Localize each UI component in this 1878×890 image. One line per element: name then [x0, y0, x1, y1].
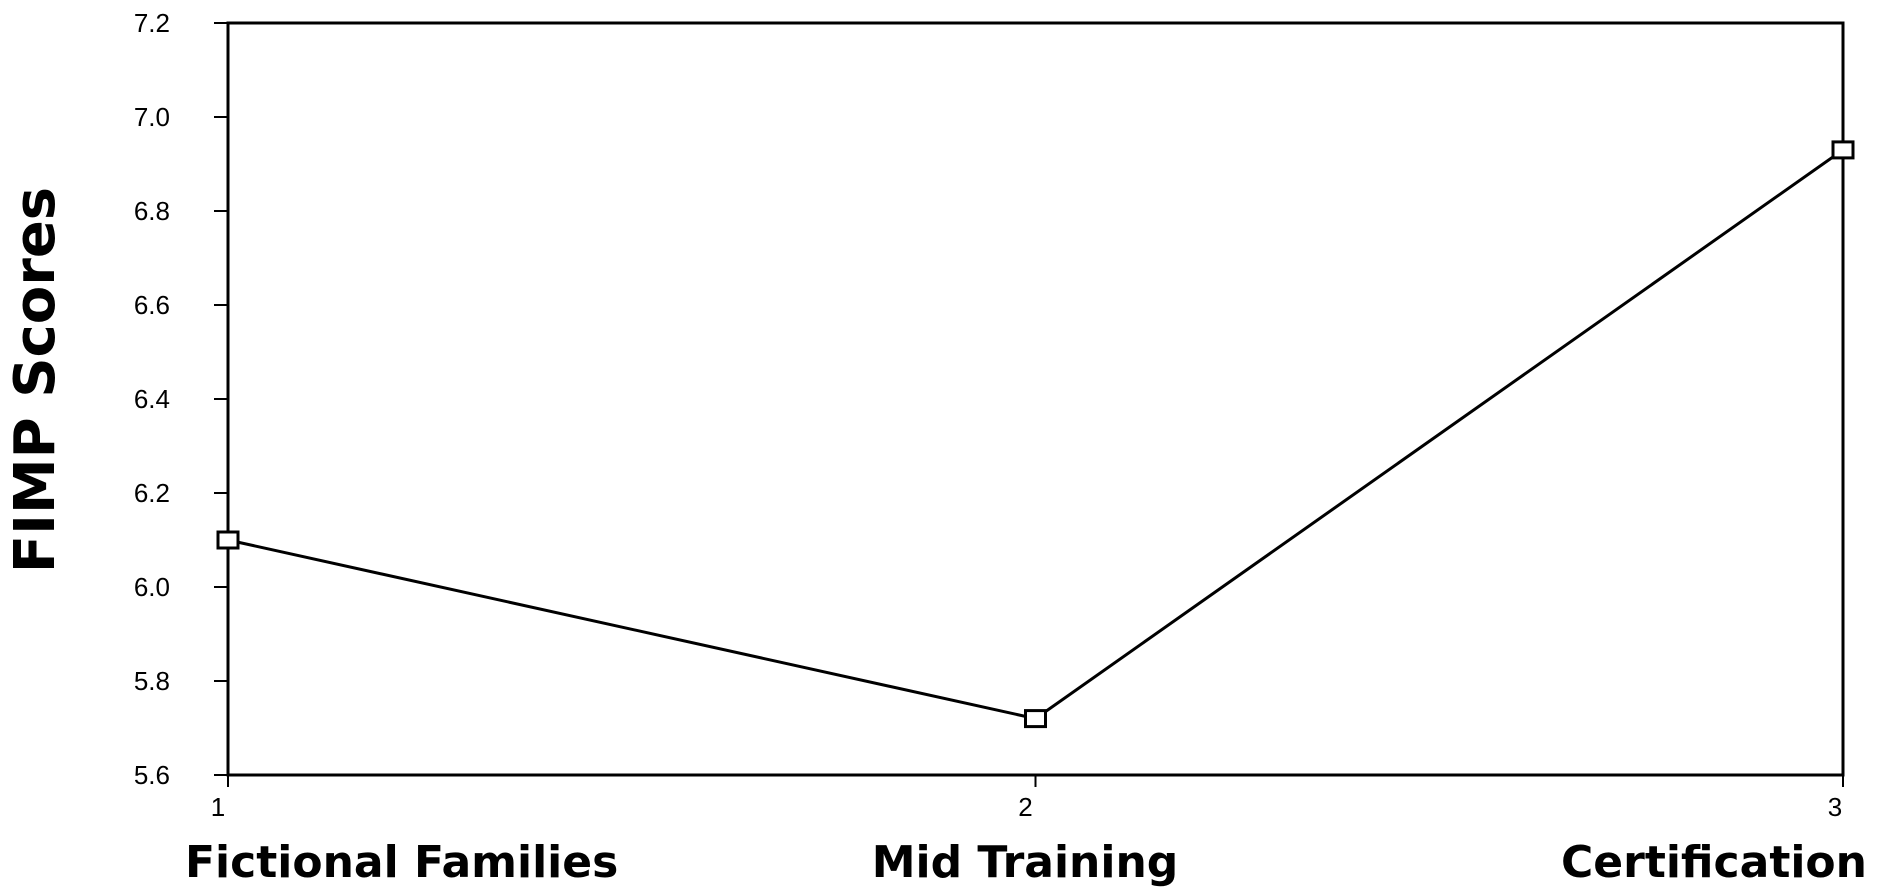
- y-tick-label: 7.2: [134, 8, 170, 38]
- x-tick-label: 3: [1828, 792, 1842, 822]
- y-tick-label: 7.0: [134, 102, 170, 132]
- y-tick-label: 6.8: [134, 196, 170, 226]
- data-point-marker: [1024, 709, 1047, 729]
- x-category-label: Mid Training: [872, 837, 1179, 888]
- y-axis-title: FIMP Scores: [3, 187, 68, 573]
- x-tick-label: 2: [1018, 792, 1032, 822]
- y-tick-label: 6.0: [134, 572, 170, 602]
- data-point-marker: [1831, 140, 1855, 160]
- y-tick-label: 5.8: [134, 666, 170, 696]
- plot-area-frame: [226, 21, 1845, 777]
- y-tick-label: 5.6: [134, 760, 170, 790]
- y-tick-label: 6.2: [134, 478, 170, 508]
- x-category-label: Fictional Families: [185, 837, 618, 888]
- data-point-marker: [216, 530, 240, 550]
- x-tick-label: 1: [211, 792, 225, 822]
- series-line: [227, 148, 1844, 721]
- x-category-label: Certification: [1561, 837, 1867, 888]
- y-tick-label: 6.4: [134, 384, 170, 414]
- y-tick-label: 6.6: [134, 290, 170, 320]
